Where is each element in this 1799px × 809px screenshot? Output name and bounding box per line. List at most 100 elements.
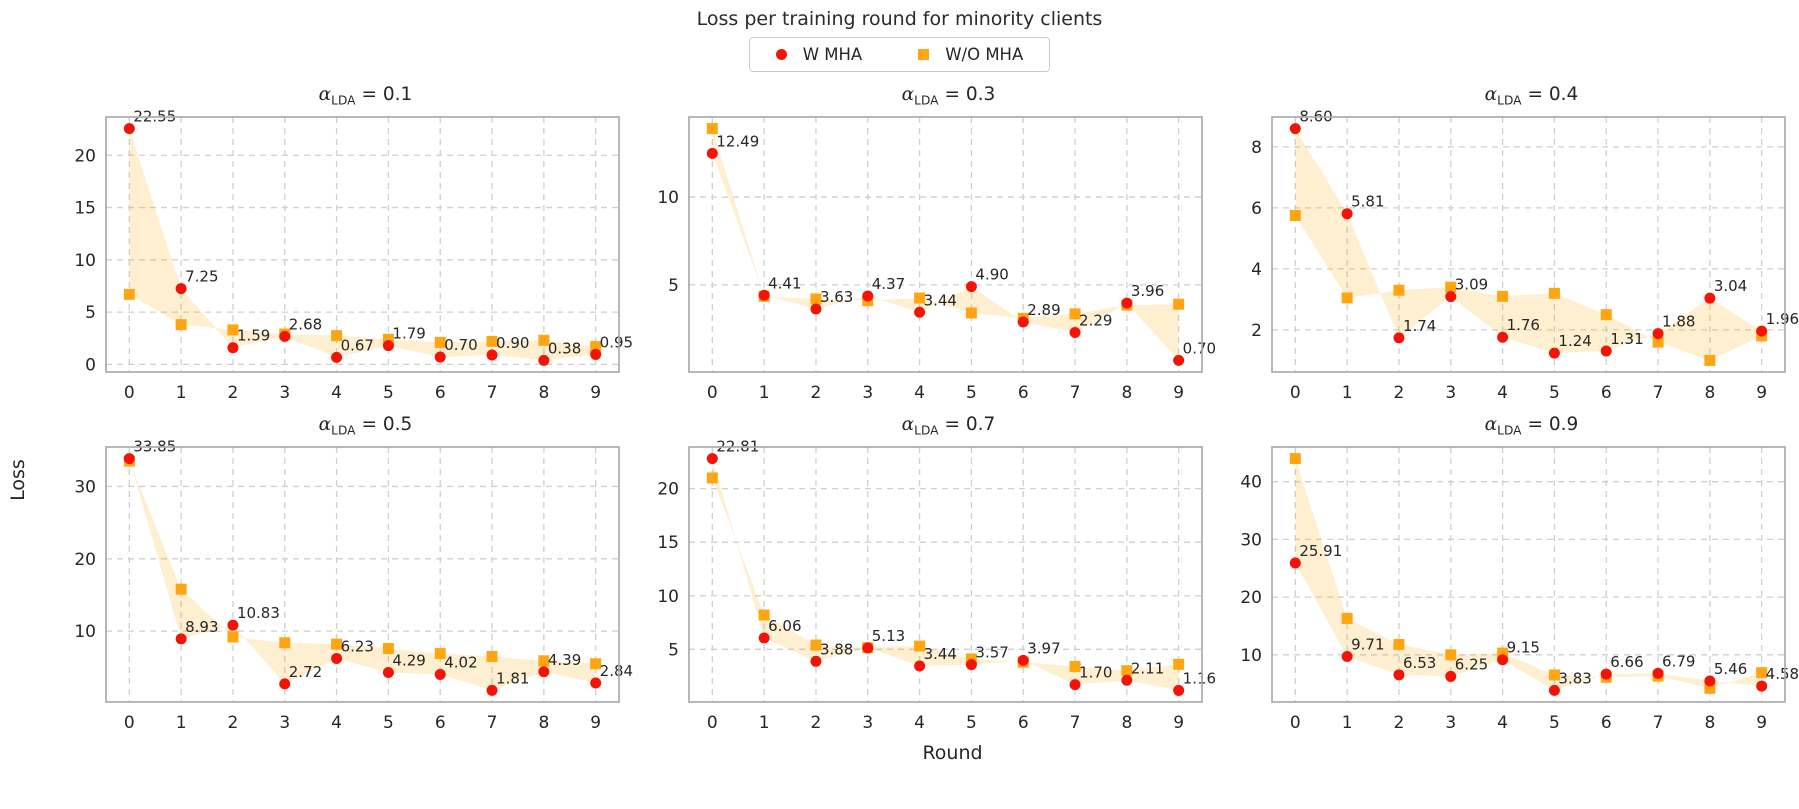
alpha-value: = 0.4 xyxy=(1527,84,1579,105)
w-mha-point xyxy=(590,677,602,689)
alpha-symbol: α xyxy=(1484,84,1498,105)
charts-grid: αLDA = 0.1 0 5 10 15 20 0 1 2 3 4 5 6 7 8 9 22.55 7.25 1.5… xyxy=(46,84,1799,740)
wo-mha-point xyxy=(914,292,926,304)
w-mha-point xyxy=(1289,557,1301,569)
point-label: 2.11 xyxy=(1131,659,1164,677)
y-tick-label: 40 xyxy=(1240,473,1262,493)
x-tick-label: 9 xyxy=(1173,383,1184,403)
x-tick-label: 7 xyxy=(487,713,498,733)
x-tick-label: 5 xyxy=(966,383,977,403)
x-tick-label: 5 xyxy=(383,383,394,403)
point-label: 4.02 xyxy=(444,653,477,671)
x-tick-label: 9 xyxy=(1173,713,1184,733)
x-tick-label: 3 xyxy=(279,383,290,403)
w-mha-point xyxy=(486,349,498,361)
w-mha-point xyxy=(706,147,718,159)
x-tick-label: 1 xyxy=(759,713,770,733)
w-mha-point xyxy=(1756,680,1768,692)
w-mha-point xyxy=(862,290,874,302)
w-mha-marker-icon xyxy=(775,49,787,60)
point-label: 3.44 xyxy=(924,645,957,663)
wo-mha-point xyxy=(1289,453,1301,465)
w-mha-point xyxy=(1121,674,1133,686)
w-mha-point xyxy=(1289,123,1301,135)
alpha-value: = 0.3 xyxy=(944,84,996,105)
w-mha-point xyxy=(331,351,343,363)
x-tick-label: 4 xyxy=(914,383,925,403)
x-tick-label: 4 xyxy=(1497,713,1508,733)
x-tick-label: 3 xyxy=(862,713,873,733)
point-label: 12.49 xyxy=(716,132,759,150)
w-mha-point xyxy=(175,633,187,645)
wo-mha-point xyxy=(538,334,550,346)
w-mha-point xyxy=(590,348,602,360)
point-label: 0.95 xyxy=(600,333,633,351)
point-label: 7.25 xyxy=(185,268,218,286)
w-mha-point xyxy=(1445,291,1457,303)
w-mha-point xyxy=(227,342,239,354)
legend-label-wo-mha: W/O MHA xyxy=(945,45,1024,64)
y-tick-label: 15 xyxy=(657,533,679,553)
x-tick-label: 0 xyxy=(707,713,718,733)
y-axis-label: Loss xyxy=(7,459,29,501)
x-tick-label: 7 xyxy=(1653,713,1664,733)
figure-title: Loss per training round for minority cli… xyxy=(696,8,1103,30)
y-tick-label: 20 xyxy=(1240,588,1262,608)
x-tick-label: 9 xyxy=(590,383,601,403)
x-tick-label: 6 xyxy=(435,713,446,733)
point-label: 1.88 xyxy=(1662,313,1695,331)
wo-mha-point xyxy=(175,319,187,331)
w-mha-point xyxy=(1069,679,1081,691)
wo-mha-point xyxy=(1497,647,1509,659)
point-label: 0.38 xyxy=(548,339,581,357)
wo-mha-point xyxy=(486,335,498,347)
wo-mha-point xyxy=(1445,281,1457,293)
x-tick-label: 4 xyxy=(331,383,342,403)
x-tick-label: 5 xyxy=(966,713,977,733)
w-mha-point xyxy=(758,632,770,644)
wo-mha-point xyxy=(810,639,822,651)
point-label: 1.74 xyxy=(1403,317,1436,335)
subplot-title: αLDA = 0.1 xyxy=(46,84,629,110)
wo-mha-point xyxy=(123,288,135,300)
charts-area: Loss αLDA = 0.1 0 5 10 15 20 0 1 2 3 4 5 6 7 8 9 22.55 7.… xyxy=(0,84,1799,764)
alpha-symbol: α xyxy=(318,414,332,435)
x-tick-label: 3 xyxy=(862,383,873,403)
w-mha-point xyxy=(914,660,926,672)
w-mha-point xyxy=(810,655,822,667)
point-label: 3.09 xyxy=(1455,276,1488,294)
point-label: 3.63 xyxy=(820,288,853,306)
y-tick-label: 15 xyxy=(74,199,96,219)
w-mha-point xyxy=(486,684,498,696)
subplot-alpha-0.7: αLDA = 0.7 5 10 15 20 0 1 2 3 4 5 6 7 8 9 22.81 6.06 3.88… xyxy=(629,414,1216,740)
point-label: 1.24 xyxy=(1558,332,1591,350)
w-mha-point xyxy=(1548,347,1560,359)
w-mha-point xyxy=(1069,326,1081,338)
wo-mha-point xyxy=(965,653,977,665)
plot-border xyxy=(1271,116,1786,373)
wo-mha-point xyxy=(706,472,718,484)
w-mha-point xyxy=(706,453,718,465)
point-label: 6.66 xyxy=(1610,653,1643,671)
w-mha-point xyxy=(1121,297,1133,309)
wo-mha-point xyxy=(1756,667,1768,679)
x-tick-label: 8 xyxy=(538,383,549,403)
x-tick-label: 6 xyxy=(1601,713,1612,733)
y-tick-label: 0 xyxy=(85,355,96,375)
point-label: 10.83 xyxy=(237,604,280,622)
x-tick-label: 3 xyxy=(1445,713,1456,733)
point-label: 4.58 xyxy=(1766,665,1799,683)
y-tick-label: 20 xyxy=(657,480,679,500)
w-mha-point xyxy=(331,652,343,664)
x-tick-label: 6 xyxy=(1018,713,1029,733)
w-mha-point xyxy=(1704,675,1716,687)
alpha-subscript: LDA xyxy=(331,423,356,438)
x-tick-label: 4 xyxy=(331,713,342,733)
plot-border xyxy=(688,116,1203,373)
point-label: 4.39 xyxy=(548,651,581,669)
point-label: 0.70 xyxy=(444,336,477,354)
wo-mha-point xyxy=(590,341,602,353)
point-label: 1.96 xyxy=(1766,310,1799,328)
